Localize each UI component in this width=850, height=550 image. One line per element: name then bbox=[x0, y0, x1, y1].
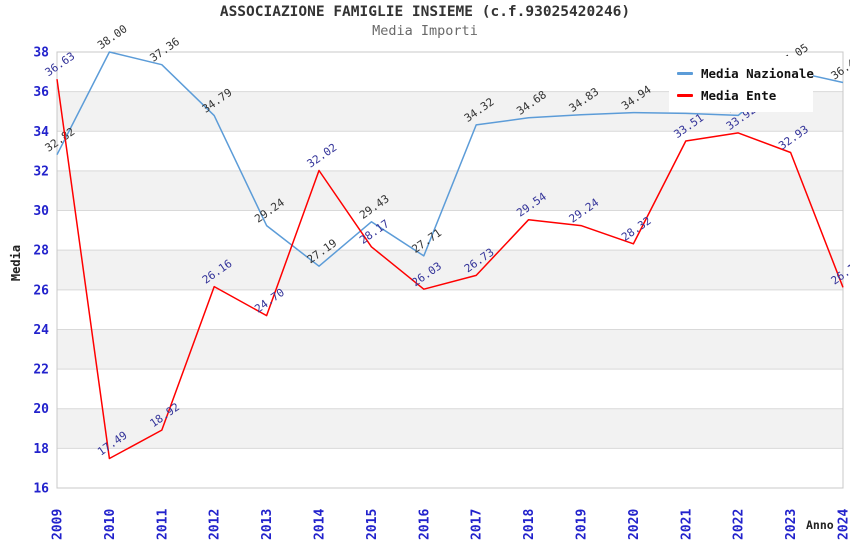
x-tick-label: 2024 bbox=[837, 509, 850, 540]
legend-label-nazionale: Media Nazionale bbox=[701, 65, 814, 81]
y-tick-label: 20 bbox=[33, 402, 49, 417]
legend: Media Nazionale Media Ente bbox=[669, 56, 814, 112]
x-tick-label: 2012 bbox=[208, 509, 223, 540]
y-tick-label: 24 bbox=[33, 323, 49, 338]
plot-band bbox=[57, 131, 843, 171]
plot-band bbox=[57, 408, 843, 449]
x-tick-label: 2023 bbox=[784, 509, 799, 540]
y-tick-label: 26 bbox=[33, 283, 49, 298]
x-tick-label: 2021 bbox=[679, 509, 694, 540]
legend-item-media-ente: Media Ente bbox=[677, 88, 813, 103]
x-tick-label: 2020 bbox=[627, 509, 642, 540]
x-axis-title: Anno bbox=[806, 518, 834, 532]
plot-band bbox=[57, 250, 843, 290]
x-tick-label: 2022 bbox=[732, 509, 747, 540]
y-tick-label: 36 bbox=[33, 85, 49, 100]
x-tick-label: 2013 bbox=[260, 509, 275, 540]
y-tick-label: 22 bbox=[33, 363, 49, 378]
chart-subtitle: Media Importi bbox=[372, 23, 478, 39]
y-tick-label: 34 bbox=[33, 125, 49, 140]
x-tick-label: 2009 bbox=[51, 509, 66, 540]
x-tick-label: 2010 bbox=[103, 509, 118, 540]
x-tick-label: 2017 bbox=[470, 509, 485, 540]
y-tick-label: 16 bbox=[33, 482, 49, 497]
series-line-nazionale bbox=[56, 51, 844, 267]
series-line-ente bbox=[56, 79, 844, 460]
plot-band bbox=[57, 289, 843, 330]
x-tick-label: 2019 bbox=[575, 509, 590, 540]
chart-title: ASSOCIAZIONE FAMIGLIE INSIEME (c.f.93025… bbox=[219, 4, 631, 20]
y-tick-label: 32 bbox=[33, 164, 49, 179]
x-tick-label: 2014 bbox=[313, 509, 328, 540]
plot-band bbox=[57, 448, 843, 488]
y-tick-label: 28 bbox=[33, 244, 49, 259]
y-tick-label: 18 bbox=[33, 442, 49, 457]
legend-label-ente: Media Ente bbox=[701, 87, 777, 103]
y-tick-label: 38 bbox=[33, 46, 49, 61]
x-tick-label: 2015 bbox=[365, 509, 380, 540]
line-swatch-nazionale bbox=[677, 71, 693, 75]
line-swatch-ente bbox=[677, 93, 693, 97]
x-tick-label: 2016 bbox=[417, 509, 432, 540]
plot-band bbox=[57, 369, 843, 409]
plot-border bbox=[56, 51, 844, 489]
y-axis-title: Media bbox=[9, 244, 23, 282]
legend-item-media-nazionale: Media Nazionale bbox=[677, 65, 814, 81]
x-tick-label: 2011 bbox=[155, 509, 170, 540]
y-tick-label: 30 bbox=[33, 204, 49, 219]
x-tick-label: 2018 bbox=[522, 509, 537, 540]
plot-band bbox=[57, 329, 843, 370]
plot-band bbox=[57, 210, 843, 251]
